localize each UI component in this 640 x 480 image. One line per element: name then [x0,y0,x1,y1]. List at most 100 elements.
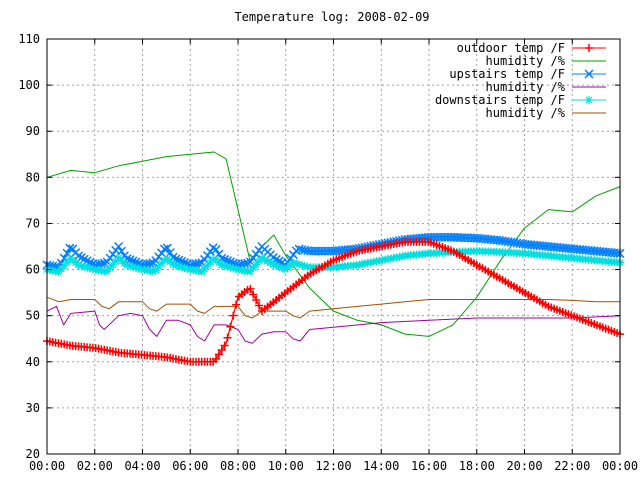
x-tick-label: 00:00 [29,459,65,473]
data-point [226,263,235,272]
legend-marker [584,69,594,79]
data-point [220,341,229,350]
data-point [111,257,120,266]
y-axis: 20 30 40 50 60 70 80 90 100 110 [18,32,620,461]
y-tick-label: 100 [18,78,40,92]
data-point [194,258,204,268]
legend-label: upstairs temp /F [449,67,565,81]
data-point [217,345,226,354]
x-tick-label: 00:00 [602,459,638,473]
data-point [180,263,189,272]
data-point [297,261,306,270]
data-point [65,255,74,264]
x-tick-label: 10:00 [268,459,304,473]
data-point [269,260,278,269]
data-point [108,260,117,269]
series-line [46,296,620,319]
legend-marker [585,96,593,104]
data-point [252,260,261,269]
data-point [160,256,169,265]
data-point [217,261,226,270]
data-point [232,300,241,309]
y-tick-label: 20 [26,447,40,461]
x-tick-label: 22:00 [554,459,590,473]
x-tick-label: 18:00 [459,459,495,473]
data-point [300,261,309,270]
data-point [126,262,135,271]
y-tick-label: 60 [26,263,40,277]
data-point [103,267,112,276]
data-point [257,254,266,263]
data-point [220,261,229,270]
data-point [131,263,140,272]
data-point [255,301,264,310]
data-point [280,265,289,274]
x-tick-label: 20:00 [506,459,542,473]
legend-label: downstairs temp /F [435,93,565,107]
data-point [114,241,124,252]
data-point [246,267,255,276]
data-point [171,261,180,270]
legend-label: humidity /% [486,80,566,94]
data-point [263,257,272,266]
data-point [249,263,258,272]
data-point [88,265,97,274]
y-tick-label: 30 [26,401,40,415]
data-point [74,261,83,270]
x-tick-label: 14:00 [363,459,399,473]
data-point [255,257,264,266]
legend-marker [585,44,593,52]
data-point [145,258,155,268]
x-axis: 00:00 02:00 04:00 06:00 08:00 10:00 12:00 14:00… [29,39,638,473]
data-point [260,255,269,264]
y-tick-label: 110 [18,32,40,46]
data-point [277,264,286,273]
data-point [60,261,69,270]
legend-label: outdoor temp /F [457,41,565,55]
y-tick-label: 50 [26,309,40,323]
data-point [295,260,304,269]
x-tick-label: 02:00 [77,459,113,473]
data-point [223,333,232,342]
data-point [123,261,132,270]
y-tick-label: 80 [26,170,40,184]
chart-title: Temperature log: 2008-02-09 [234,10,429,24]
x-tick-label: 12:00 [315,459,351,473]
y-tick-label: 90 [26,124,40,138]
data-point [106,263,115,272]
data-point [200,265,209,274]
data-point [85,264,94,273]
data-point [154,262,163,271]
data-point [80,262,89,271]
series-line [46,305,621,344]
data-point [57,265,66,274]
series-0 [43,237,624,366]
data-point [211,245,221,255]
data-point [157,259,166,268]
data-point [252,295,261,304]
data-point [223,262,232,271]
data-point [229,311,238,320]
legend-label: humidity /% [486,106,566,120]
data-point [151,266,160,275]
data-point [289,258,298,267]
data-point [83,263,92,272]
data-point [183,264,192,273]
data-point [162,243,172,253]
x-tick-label: 16:00 [411,459,447,473]
data-point [212,354,221,363]
data-point [120,259,129,268]
data-point [249,290,258,299]
data-point [232,265,241,274]
data-point [128,262,137,271]
data-point [214,350,223,359]
series-3 [46,305,621,344]
data-point [292,259,301,268]
data-point [149,267,158,276]
data-point [177,263,186,272]
data-point [203,261,212,270]
data-point [226,322,235,331]
data-point [174,262,183,271]
data-point [209,255,218,264]
